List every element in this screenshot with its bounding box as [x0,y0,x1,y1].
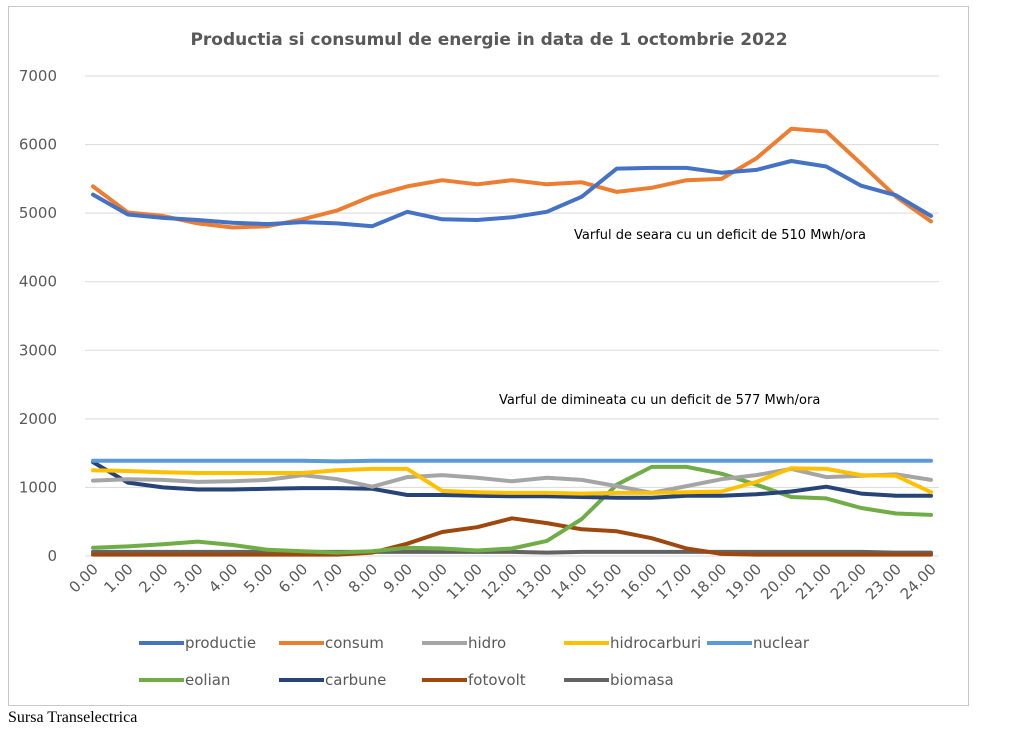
legend-label-biomasa: biomasa [610,671,674,689]
legend-label-carbune: carbune [325,671,386,689]
legend-label-fotovolt: fotovolt [468,671,526,689]
legend-label-hidrocarburi: hidrocarburi [610,634,701,652]
legend-label-eolian: eolian [185,671,230,689]
x-tick-label: 21.00 [792,560,835,603]
legend-label-hidro: hidro [468,634,506,652]
x-tick-label: 8.00 [345,560,381,596]
y-tick-label: 2000 [19,410,57,428]
evening-peak-annotation: Varful de seara cu un deficit de 510 Mwh… [574,228,866,243]
series-lines [91,126,933,557]
x-tick-label: 4.00 [205,560,241,596]
x-tick-label: 17.00 [652,560,695,603]
x-tick-label: 15.00 [582,560,625,603]
x-tick-label: 1.00 [100,560,136,596]
series-line-fotovolt [91,516,933,557]
y-tick-label: 1000 [19,478,57,496]
legend-label-consum: consum [325,634,384,652]
legend: productie consum hidro hidrocarburi nuclear e… [139,634,810,689]
source-note: Sursa Transelectrica [8,709,138,726]
x-tick-label: 0.00 [65,560,101,596]
x-tick-label: 5.00 [240,560,276,596]
chart-frame: Productia si consumul de energie in data… [8,6,969,706]
x-tick-label: 11.00 [443,560,486,603]
y-tick-label: 3000 [19,341,57,359]
y-tick-label: 7000 [19,67,57,85]
x-tick-label: 23.00 [862,560,905,603]
y-tick-label: 5000 [19,204,57,222]
x-tick-label: 10.00 [408,560,451,603]
x-tick-label: 20.00 [757,560,800,603]
series-line-nuclear [91,458,933,464]
y-tick-label: 0 [47,547,57,565]
x-tick-label: 6.00 [275,560,311,596]
x-tick-label: 2.00 [135,560,171,596]
gridlines [85,75,939,557]
x-tick-label: 18.00 [687,560,730,603]
y-tick-label: 6000 [19,136,57,154]
legend-label-nuclear: nuclear [753,634,810,652]
series-line-eolian [91,464,933,555]
series-line-productie [91,159,933,229]
x-tick-label: 22.00 [827,560,870,603]
chart-title: Productia si consumul de energie in data… [190,30,787,50]
y-tick-label: 4000 [19,273,57,291]
x-tick-label: 19.00 [722,560,765,603]
series-line-hidrocarburi [91,466,933,496]
x-tick-label: 16.00 [617,560,660,603]
x-tick-label: 24.00 [897,560,940,603]
series-line-carbune [91,460,933,500]
x-tick-label: 3.00 [170,560,206,596]
x-tick-label: 14.00 [548,560,591,603]
x-axis-ticks: 0.001.002.003.004.005.006.007.008.009.00… [65,560,939,603]
series-line-consum [91,126,933,230]
x-tick-label: 7.00 [310,560,346,596]
morning-peak-annotation: Varful de dimineata cu un deficit de 577… [499,393,820,408]
line-chart: Productia si consumul de energie in data… [19,30,940,689]
x-tick-label: 12.00 [478,560,521,603]
legend-label-productie: productie [185,634,256,652]
y-axis-ticks: 0 1000 2000 3000 4000 5000 6000 7000 [19,67,57,565]
x-tick-label: 13.00 [513,560,556,603]
series-line-biomasa [91,549,933,555]
